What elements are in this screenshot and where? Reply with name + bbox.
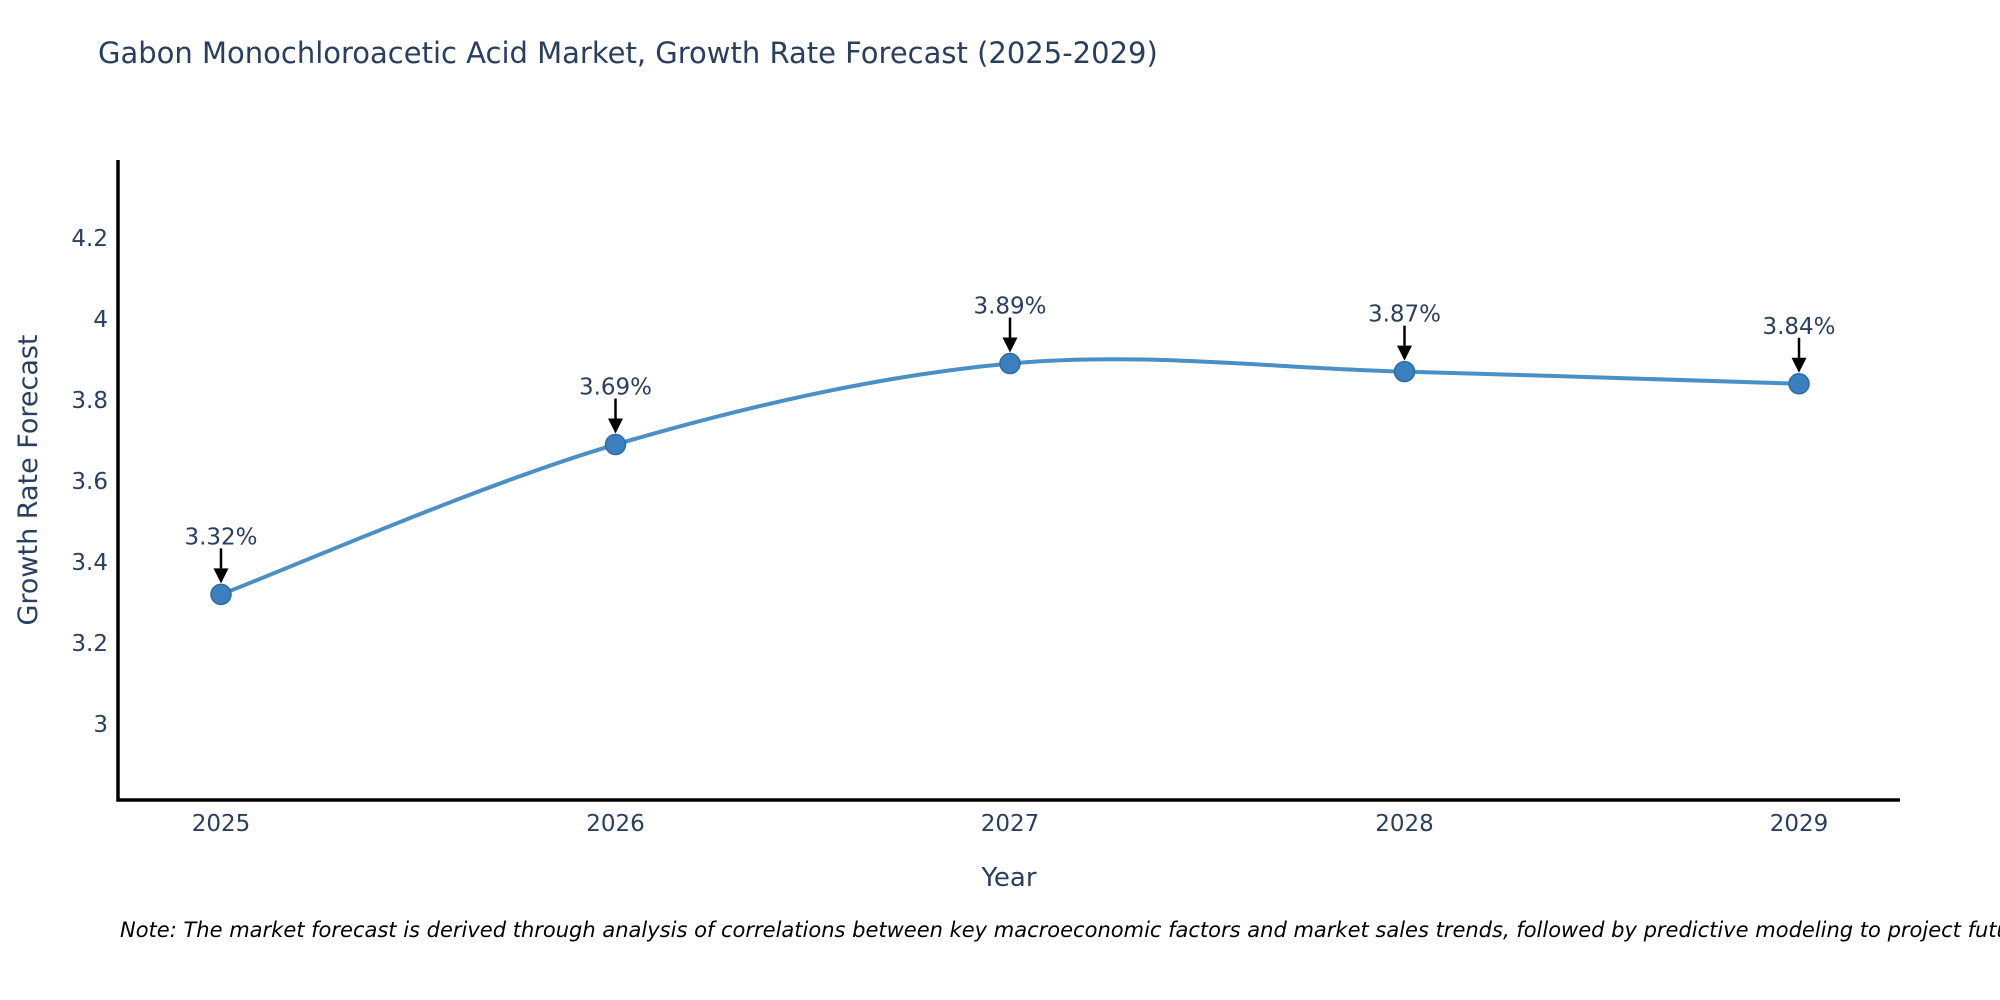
y-tick-label: 4 [93,307,108,333]
data-point-marker[interactable] [1393,360,1416,383]
data-point-marker[interactable] [999,352,1021,375]
annotation-arrowhead [608,418,623,434]
y-tick-label: 3.6 [71,469,108,495]
x-tick-label: 2026 [586,811,645,837]
x-tick-label: 2027 [981,811,1040,837]
annotation-arrowhead [1002,337,1018,353]
x-axis-title: Year [980,863,1036,893]
data-point-label: 3.87% [1368,302,1441,328]
annotation-arrowhead [1791,357,1807,373]
y-tick-label: 3 [93,712,108,738]
y-tick-label: 3.2 [71,631,108,657]
data-point-label: 3.32% [184,524,257,550]
y-tick-label: 3.8 [71,388,108,414]
data-point-marker[interactable] [604,433,627,456]
data-point-marker[interactable] [1788,373,1810,395]
data-point-label: 3.89% [973,294,1046,320]
y-tick-label: 3.4 [71,550,108,576]
y-axis-title: Growth Rate Forecast [13,334,44,625]
footnote: Note: The market forecast is derived thr… [120,918,2000,942]
x-tick-label: 2029 [1770,811,1829,837]
axis-lines [116,160,1900,802]
data-point-label: 3.84% [1762,314,1835,340]
forecast-line [219,357,1801,597]
y-tick-label: 4.2 [71,226,108,252]
chart-title: Gabon Monochloroacetic Acid Market, Grow… [98,36,1158,70]
annotation-arrowhead [1397,345,1412,361]
x-tick-label: 2025 [192,811,251,837]
data-point-marker[interactable] [210,583,232,606]
annotation-arrowhead [213,568,229,584]
data-point-label: 3.69% [579,375,652,401]
x-tick-label: 2028 [1375,811,1434,837]
